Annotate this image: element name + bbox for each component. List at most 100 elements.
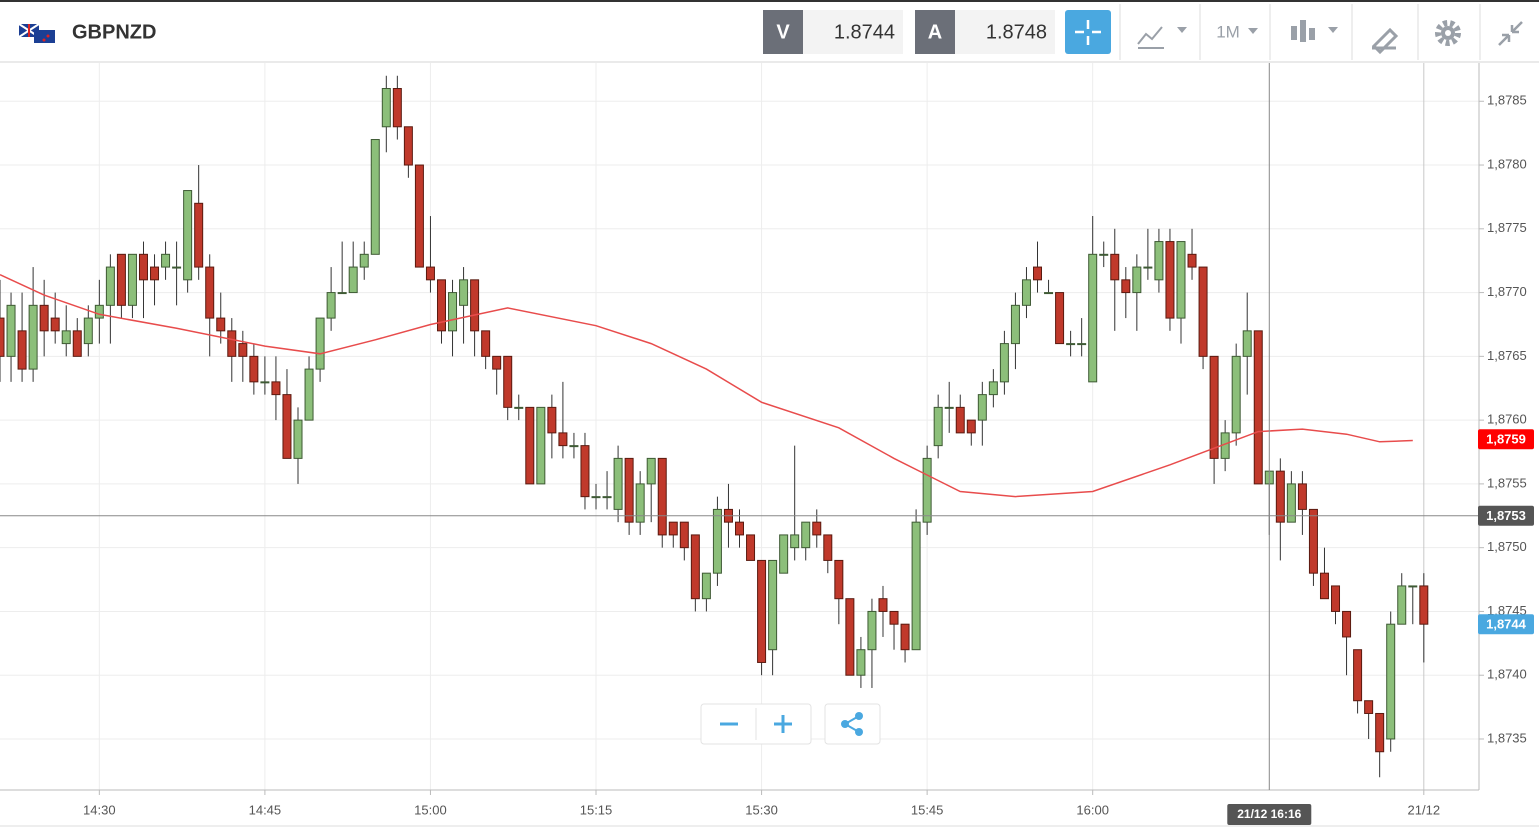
- candle-body: [315, 317, 325, 370]
- candle-body: [1242, 330, 1252, 357]
- x-tick-label: 21/12: [1408, 802, 1441, 817]
- crosshair-price-tag: [1478, 505, 1534, 526]
- y-tick-label: 1,8770: [1487, 284, 1527, 299]
- y-tick-label: 1,8745: [1487, 603, 1527, 618]
- ask-tag: [915, 10, 955, 54]
- candle-body: [701, 572, 711, 600]
- ask-label: A: [928, 21, 942, 43]
- y-tick-label: 1,8755: [1487, 475, 1527, 490]
- candle-body: [591, 496, 601, 499]
- symbol: GBPNZD: [72, 21, 156, 43]
- collapse-button[interactable]: [1498, 21, 1523, 46]
- candle-body: [999, 343, 1009, 383]
- candle-body: [72, 330, 82, 357]
- candle-body: [1364, 700, 1374, 714]
- candle-body: [955, 406, 965, 434]
- y-tick-label: 1,8740: [1487, 667, 1527, 682]
- zoom-controls: [700, 703, 881, 745]
- chart-type-button[interactable]: [1137, 26, 1187, 49]
- candle-body: [138, 253, 148, 281]
- candle-body: [1187, 253, 1197, 268]
- price-tag-label: 1,8759: [1486, 432, 1526, 447]
- x-tick-label: 15:15: [580, 802, 613, 817]
- candle-body: [1099, 253, 1109, 256]
- crosshair-price-label: 1,8753: [1486, 508, 1526, 523]
- x-tick-label: 14:30: [83, 802, 116, 817]
- flag-icon: [18, 23, 55, 43]
- candle-body: [1353, 649, 1363, 702]
- candle-body: [1044, 292, 1054, 295]
- moving-average-line: [0, 274, 1413, 498]
- candle-body: [6, 304, 16, 357]
- candle-body: [337, 292, 347, 295]
- candle-body: [867, 610, 877, 651]
- candle-body: [216, 317, 226, 332]
- candle-body: [1308, 508, 1318, 574]
- x-tick-label: 15:45: [911, 802, 944, 817]
- candle-body: [94, 304, 104, 319]
- candle-body: [779, 534, 789, 574]
- candle-body: [547, 406, 557, 434]
- candle-body: [348, 266, 358, 294]
- price-tag-label: 1,8744: [1486, 617, 1527, 632]
- draw-button[interactable]: [1371, 27, 1399, 55]
- bid-label: V: [776, 21, 790, 43]
- candle-body: [61, 330, 71, 345]
- x-tick-label: 15:00: [414, 802, 447, 817]
- candle-body: [624, 457, 634, 523]
- candle-body: [1397, 585, 1407, 625]
- candle-body: [889, 610, 899, 625]
- candle-body: [227, 330, 237, 357]
- settings-button[interactable]: [1435, 20, 1461, 46]
- candle-body: [1231, 355, 1241, 434]
- candle-body: [1297, 483, 1307, 510]
- candle-body: [735, 521, 744, 536]
- candle-body: [205, 266, 215, 319]
- candle-body: [801, 521, 811, 549]
- candle-body: [1286, 483, 1296, 523]
- candle-body: [271, 381, 281, 396]
- candle-body: [635, 483, 645, 523]
- candle-body: [326, 292, 336, 319]
- timeframe-caret: [1248, 28, 1258, 34]
- crosshair-button[interactable]: [1065, 10, 1111, 54]
- toolbar-separators: [1119, 4, 1481, 60]
- candle-body: [834, 559, 844, 600]
- crosshair-time-label: 21/12 16:16: [1237, 807, 1301, 821]
- candle-body: [514, 406, 524, 409]
- candle-body: [83, 317, 93, 345]
- timeframe[interactable]: 1M: [1216, 22, 1240, 41]
- ask-price: 1.8748: [986, 21, 1047, 43]
- x-tick-label: 14:45: [249, 802, 282, 817]
- share-button[interactable]: [841, 712, 863, 736]
- candle-body: [172, 266, 182, 269]
- ask-box: [955, 10, 1055, 54]
- header: GBPNZD V 1.8744 A 1.8748 1M: [0, 4, 1539, 63]
- candle-body: [1154, 241, 1164, 281]
- candle-body: [1010, 304, 1020, 345]
- candle-body: [1143, 266, 1153, 269]
- candle-body: [470, 279, 480, 332]
- candle-body: [757, 559, 767, 663]
- candle-body: [1419, 585, 1429, 625]
- candle-body: [580, 445, 590, 498]
- zoom-in-button[interactable]: [774, 715, 792, 733]
- candle-body: [39, 304, 49, 332]
- candle-body: [1033, 266, 1043, 281]
- candle-body: [249, 355, 259, 383]
- candle-body: [712, 508, 722, 574]
- candle-body: [381, 88, 391, 128]
- candle-style-button[interactable]: [1291, 20, 1338, 42]
- candle-body: [1088, 253, 1098, 383]
- x-tick-label: 16:00: [1076, 802, 1109, 817]
- candle-body: [28, 304, 38, 370]
- candle-body: [988, 381, 998, 396]
- candle-body: [370, 139, 380, 255]
- candle-body: [657, 457, 667, 536]
- candle-body: [1342, 610, 1352, 638]
- candle-body: [492, 355, 502, 370]
- candle-body: [823, 534, 833, 561]
- candle-body: [668, 521, 678, 536]
- candle-body: [768, 559, 778, 651]
